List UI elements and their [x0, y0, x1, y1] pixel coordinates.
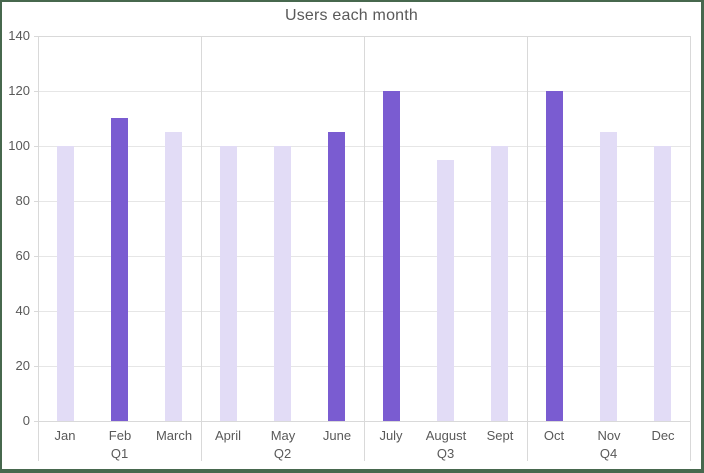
- y-axis-tick: [34, 366, 38, 367]
- y-axis-label-100: 100: [8, 138, 30, 153]
- bar-feb: [111, 118, 128, 421]
- x-axis-label-nov: Nov: [597, 428, 621, 443]
- x-axis-label-march: March: [155, 428, 193, 443]
- y-axis-label-120: 120: [8, 83, 30, 98]
- y-axis-tick: [34, 256, 38, 257]
- x-axis-label-sept: Sept: [486, 428, 514, 443]
- y-axis-label-20: 20: [15, 358, 30, 373]
- quarter-separator: [201, 36, 202, 461]
- y-axis-tick: [34, 421, 38, 422]
- bar-sept: [491, 146, 508, 421]
- x-axis-group-label-q1: Q1: [110, 446, 129, 461]
- x-axis-label-april: April: [214, 428, 241, 443]
- quarter-separator: [364, 36, 365, 461]
- y-axis-tick: [34, 91, 38, 92]
- bar-april: [220, 146, 237, 421]
- y-axis-line: [38, 36, 39, 461]
- x-axis-label-oct: Oct: [543, 428, 565, 443]
- y-axis-tick: [34, 146, 38, 147]
- x-axis-label-may: May: [270, 428, 296, 443]
- y-axis-tick: [34, 36, 38, 37]
- bar-dec: [654, 146, 671, 421]
- x-axis-label-july: July: [379, 428, 403, 443]
- y-axis-label-140: 140: [8, 28, 30, 43]
- x-axis-label-june: June: [322, 428, 352, 443]
- chart-title: Users each month: [284, 7, 419, 24]
- y-axis-label-40: 40: [15, 303, 30, 318]
- bar-may: [274, 146, 291, 421]
- bar-august: [437, 160, 454, 421]
- bar-march: [165, 132, 182, 421]
- x-axis-group-label-q3: Q3: [436, 446, 455, 461]
- quarter-separator: [527, 36, 528, 461]
- y-axis-label-80: 80: [15, 193, 30, 208]
- bar-jan: [57, 146, 74, 421]
- y-axis-tick: [34, 201, 38, 202]
- x-axis-label-feb: Feb: [108, 428, 132, 443]
- x-axis-label-jan: Jan: [54, 428, 76, 443]
- bar-oct: [546, 91, 563, 421]
- x-axis-group-label-q2: Q2: [273, 446, 292, 461]
- bar-nov: [600, 132, 617, 421]
- bar-july: [383, 91, 400, 421]
- plot-right-border: [690, 36, 691, 461]
- y-axis-tick: [34, 311, 38, 312]
- bar-june: [328, 132, 345, 421]
- y-axis-label-60: 60: [15, 248, 30, 263]
- y-axis-label-0: 0: [22, 413, 30, 428]
- x-axis-group-label-q4: Q4: [599, 446, 618, 461]
- x-axis-label-august: August: [425, 428, 467, 443]
- x-axis-label-dec: Dec: [651, 428, 675, 443]
